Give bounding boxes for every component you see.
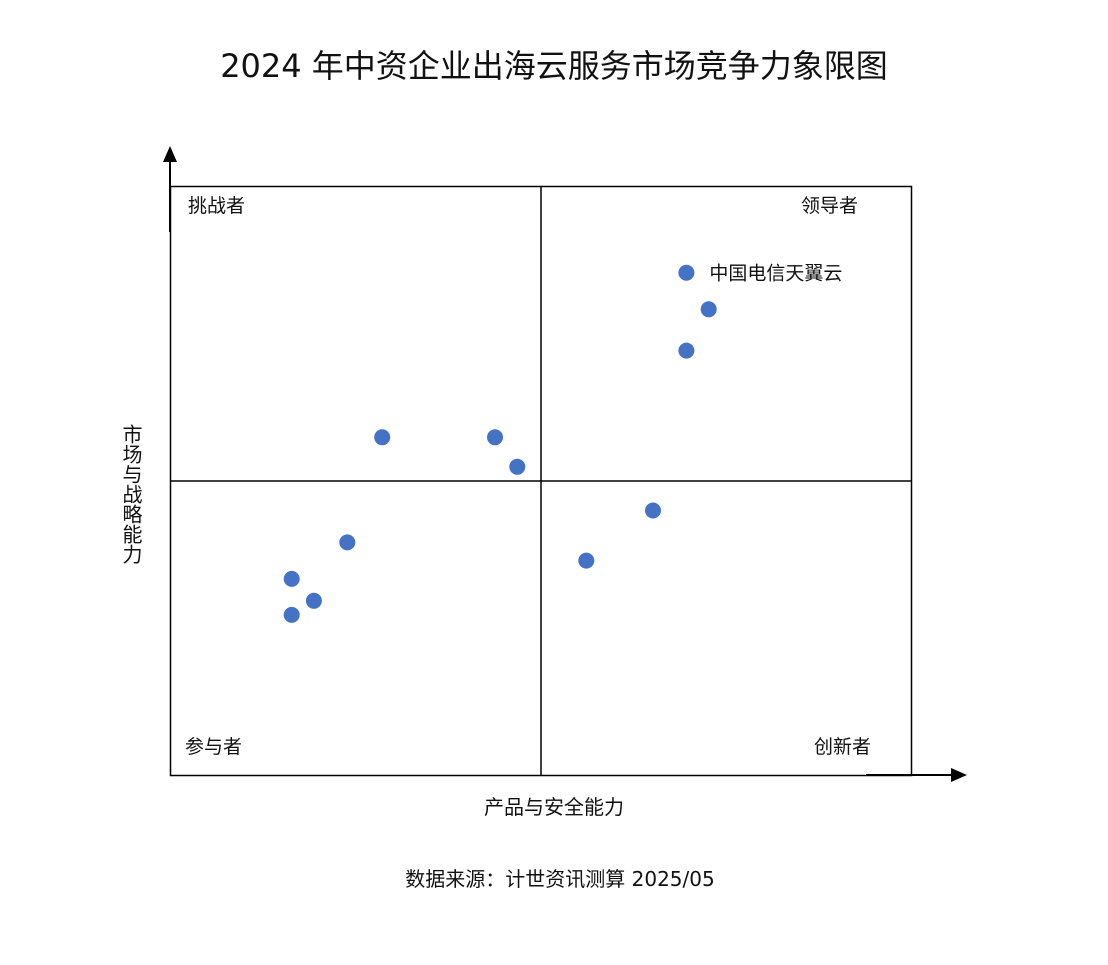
quadrant-label-leader: 领导者 bbox=[801, 195, 858, 217]
x-axis-label: 产品与安全能力 bbox=[484, 795, 624, 819]
y-axis-label: 市场与战略能力 bbox=[119, 424, 143, 564]
data-point-7 bbox=[645, 502, 661, 519]
data-point-6 bbox=[509, 458, 526, 475]
quadrant-label-innovator: 创新者 bbox=[814, 736, 871, 758]
data-point-1 bbox=[678, 264, 695, 281]
quadrant-label-challenger: 挑战者 bbox=[188, 195, 245, 217]
data-point-12 bbox=[283, 606, 300, 623]
data-point-label-1: 中国电信天翼云 bbox=[709, 263, 842, 285]
chart-title: 2024 年中资企业出海云服务市场竞争力象限图 bbox=[220, 47, 888, 85]
x-axis-arrowhead bbox=[951, 768, 967, 782]
data-point-11 bbox=[305, 592, 322, 609]
data-point-4 bbox=[374, 429, 391, 446]
data-point-9 bbox=[339, 534, 356, 551]
y-axis-arrowhead bbox=[163, 146, 177, 162]
data-point-8 bbox=[578, 552, 595, 569]
data-points: 中国电信天翼云 bbox=[283, 263, 842, 623]
source-note: 数据来源：计世资讯测算 2025/05 bbox=[405, 867, 715, 891]
data-point-2 bbox=[700, 301, 717, 318]
data-point-5 bbox=[487, 429, 503, 446]
data-point-3 bbox=[678, 342, 695, 359]
quadrant-label-participant: 参与者 bbox=[185, 736, 242, 758]
data-point-10 bbox=[283, 570, 300, 587]
